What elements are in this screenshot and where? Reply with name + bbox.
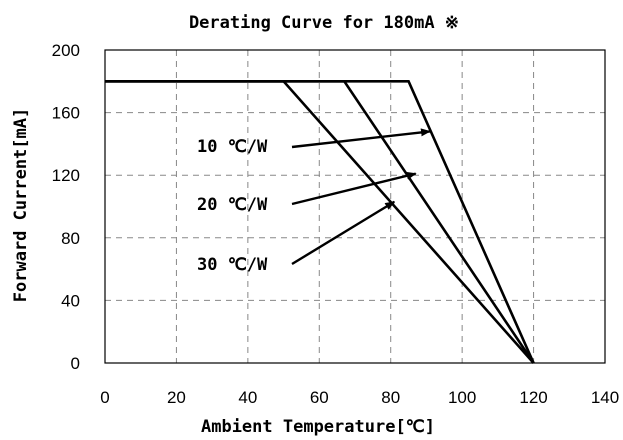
x-tick-label: 0: [100, 388, 109, 407]
y-tick-label: 160: [52, 104, 80, 123]
x-tick-label: 40: [238, 388, 257, 407]
annotation-arrow: [291, 171, 417, 206]
x-axis-ticks: 0 20 40 60 80 100 120 140: [100, 388, 619, 407]
annotation-arrow: [291, 200, 396, 266]
annotation-arrow: [291, 128, 431, 149]
x-tick-label: 20: [167, 388, 186, 407]
series-lines: [105, 80, 535, 364]
x-tick-label: 140: [591, 388, 619, 407]
series-line: [105, 80, 535, 364]
y-tick-label: 40: [61, 291, 80, 310]
annotations: 10 ℃/W 20 ℃/W 30 ℃/W: [197, 128, 431, 275]
y-tick-label: 80: [61, 229, 80, 248]
y-axis-ticks: 0 40 80 120 160 200: [52, 41, 80, 373]
y-tick-label: 200: [52, 41, 80, 60]
y-tick-label: 120: [52, 166, 80, 185]
y-tick-label: 0: [71, 354, 80, 373]
chart-title: Derating Curve for 180mA ※: [189, 13, 459, 33]
annotation-label: 20 ℃/W: [197, 195, 268, 215]
annotation-label: 30 ℃/W: [197, 255, 268, 275]
series-line: [105, 80, 535, 364]
x-tick-label: 100: [448, 388, 476, 407]
annotation-label: 10 ℃/W: [197, 137, 268, 157]
x-axis-label: Ambient Temperature[℃]: [201, 417, 435, 437]
plot-area-frame: [104, 49, 606, 364]
x-tick-label: 120: [519, 388, 547, 407]
x-tick-label: 60: [310, 388, 329, 407]
series-line: [105, 80, 535, 364]
y-axis-label: Forward Current[mA]: [11, 108, 31, 302]
x-tick-label: 80: [381, 388, 400, 407]
